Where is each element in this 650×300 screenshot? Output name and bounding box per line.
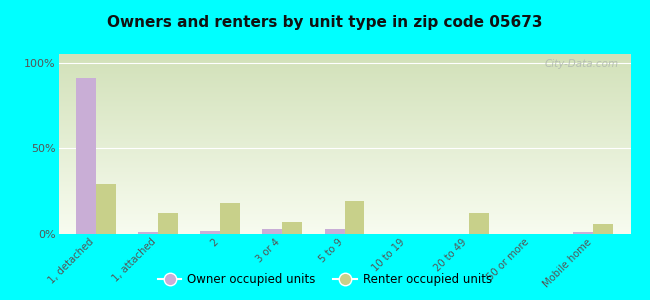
- Bar: [324, 229, 345, 234]
- Bar: [220, 203, 240, 234]
- Legend: Owner occupied units, Renter occupied units: Owner occupied units, Renter occupied un…: [153, 269, 497, 291]
- Bar: [469, 213, 489, 234]
- Bar: [573, 232, 593, 234]
- Bar: [76, 78, 96, 234]
- Text: Owners and renters by unit type in zip code 05673: Owners and renters by unit type in zip c…: [107, 15, 543, 30]
- Bar: [263, 229, 282, 234]
- Bar: [593, 224, 613, 234]
- Bar: [200, 231, 220, 234]
- Bar: [282, 222, 302, 234]
- Bar: [96, 184, 116, 234]
- Bar: [344, 201, 365, 234]
- Bar: [158, 213, 178, 234]
- Text: City-Data.com: City-Data.com: [545, 59, 619, 69]
- Bar: [138, 232, 158, 234]
